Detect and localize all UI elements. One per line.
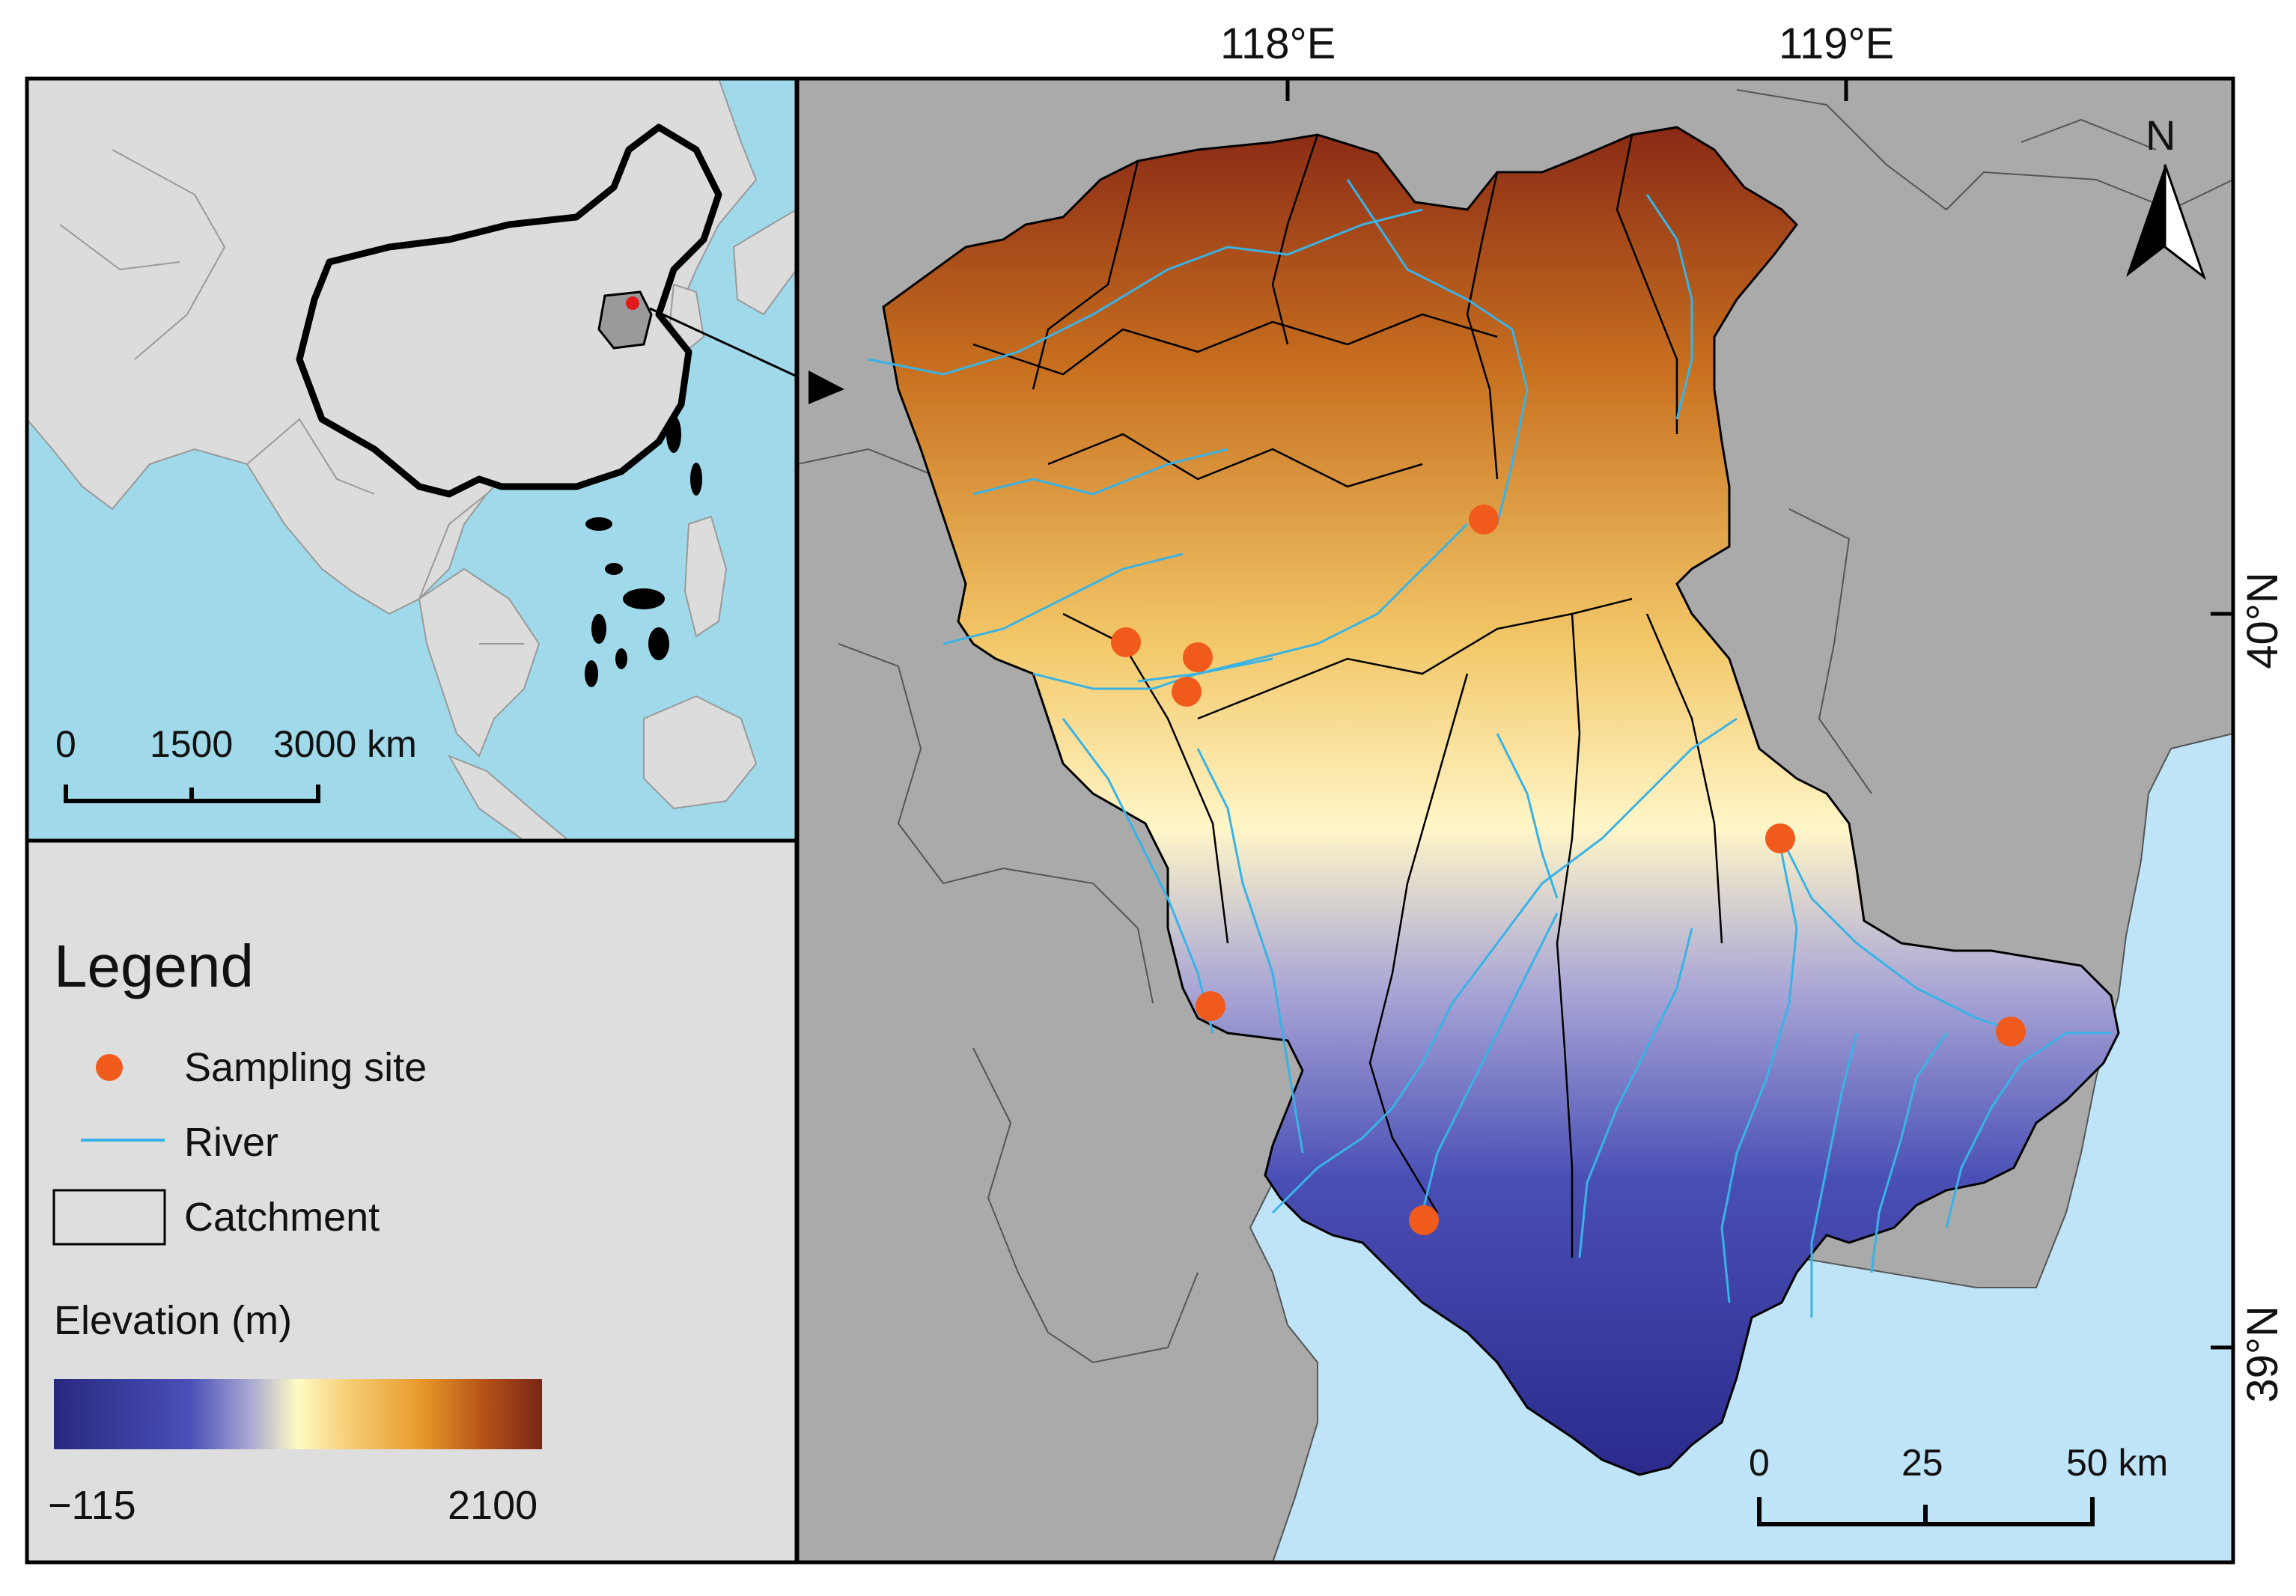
sampling-site-2 bbox=[1183, 642, 1213, 672]
main-scalebar-label-0: 0 bbox=[1749, 1441, 1770, 1484]
inset-scalebar-label-0: 0 bbox=[55, 722, 76, 766]
sampling-site-5 bbox=[1765, 823, 1795, 853]
legend-elevation-title: Elevation (m) bbox=[54, 1297, 292, 1344]
sampling-site-4 bbox=[1469, 505, 1499, 534]
inset-location-dot bbox=[626, 296, 639, 310]
legend-label-sampling-site: Sampling site bbox=[184, 1044, 427, 1091]
main-map bbox=[797, 79, 2233, 1562]
sampling-site-3 bbox=[1172, 677, 1202, 707]
lat-label-39: 39°N bbox=[2241, 1306, 2285, 1403]
inset-study-region bbox=[599, 292, 651, 348]
legend-elevation-min: −115 bbox=[48, 1482, 136, 1529]
main-scalebar-label-50: 50 km bbox=[2066, 1441, 2168, 1484]
legend-label-catchment: Catchment bbox=[184, 1194, 380, 1240]
lat-label-40: 40°N bbox=[2241, 572, 2285, 669]
legend-label-river: River bbox=[184, 1119, 278, 1166]
legend-site-symbol bbox=[96, 1054, 123, 1081]
lon-label-119: 119°E bbox=[1779, 22, 1894, 66]
lon-label-118: 118°E bbox=[1220, 22, 1336, 66]
legend-title: Legend bbox=[54, 932, 254, 1001]
sampling-site-7 bbox=[1996, 1017, 2026, 1047]
sampling-site-6 bbox=[1196, 991, 1225, 1021]
north-label: N bbox=[2146, 111, 2175, 159]
inset-scalebar-label-3000: 3000 km bbox=[273, 722, 417, 766]
inset-map bbox=[27, 79, 809, 841]
legend-elevation-ramp bbox=[54, 1379, 542, 1449]
sampling-site-8 bbox=[1409, 1205, 1439, 1235]
main-scalebar-label-25: 25 bbox=[1901, 1441, 1943, 1484]
sampling-site-1 bbox=[1111, 627, 1141, 657]
legend-elevation-max: 2100 bbox=[448, 1482, 538, 1529]
inset-scalebar-label-1500: 1500 bbox=[150, 722, 233, 766]
